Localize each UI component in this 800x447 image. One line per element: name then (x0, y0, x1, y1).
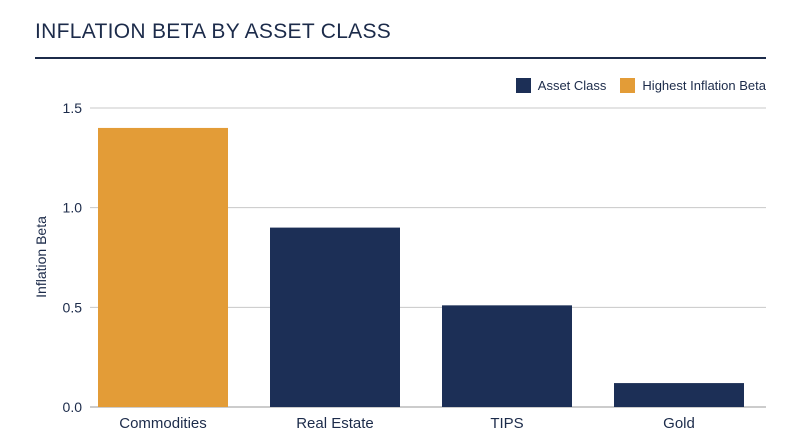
bar-real-estate (270, 227, 400, 407)
legend-item-highest-inflation-beta: Highest Inflation Beta (620, 78, 766, 93)
y-tick-label: 0.5 (63, 299, 83, 315)
bar-commodities (98, 127, 228, 407)
x-tick-label: Real Estate (296, 415, 374, 432)
y-axis-label: Inflation Beta (33, 216, 49, 298)
y-tick-label: 1.0 (63, 200, 83, 216)
x-tick-label: TIPS (490, 415, 523, 432)
chart-title: INFLATION BETA BY ASSET CLASS (35, 20, 392, 43)
x-tick-label: Commodities (119, 415, 207, 432)
legend-swatch-asset-class (515, 78, 531, 93)
y-tick-labels: 0.0 0.5 1.0 1.5 (63, 100, 83, 415)
x-tick-labels: Commodities Real Estate TIPS Gold (119, 415, 695, 432)
legend-swatch-highest-inflation-beta (620, 78, 636, 93)
y-tick-label: 0.0 (63, 399, 83, 415)
legend-label-highest-inflation-beta: Highest Inflation Beta (642, 78, 766, 93)
title-underline (35, 57, 766, 59)
legend: Asset Class Highest Inflation Beta (502, 78, 766, 93)
bar-gold (614, 383, 744, 407)
x-tick-label: Gold (663, 415, 695, 432)
y-tick-label: 1.5 (63, 100, 83, 116)
legend-item-asset-class: Asset Class (515, 78, 607, 93)
legend-label-asset-class: Asset Class (537, 78, 607, 93)
bar-tips (442, 305, 572, 407)
bars (98, 127, 744, 407)
